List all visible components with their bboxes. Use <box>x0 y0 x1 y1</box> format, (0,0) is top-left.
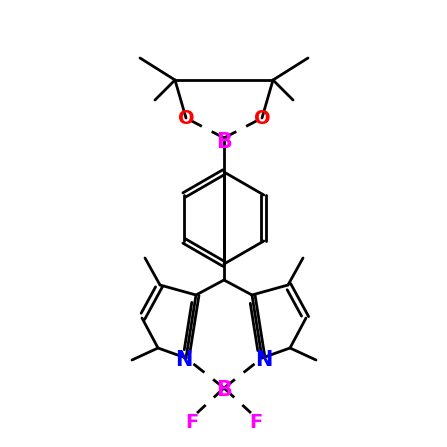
Text: F: F <box>186 413 198 433</box>
Text: O: O <box>178 109 194 127</box>
Text: O: O <box>254 109 270 127</box>
Text: B: B <box>216 380 232 400</box>
Text: N: N <box>255 350 273 370</box>
Text: F: F <box>249 413 263 433</box>
Text: B: B <box>216 132 232 152</box>
Text: N: N <box>175 350 193 370</box>
